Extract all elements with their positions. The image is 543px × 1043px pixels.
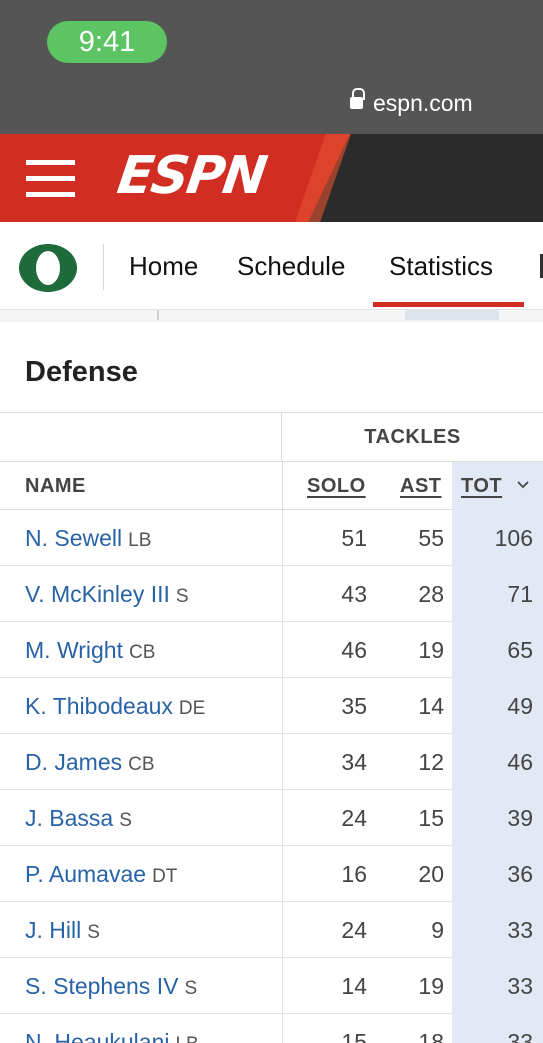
solo-tackles: 51 bbox=[341, 525, 367, 551]
player-position: DE bbox=[178, 698, 206, 719]
chevron-down-icon[interactable] bbox=[516, 478, 530, 492]
player-name-link[interactable]: M. Wright CB bbox=[25, 637, 156, 663]
assisted-tackles: 15 bbox=[418, 805, 444, 831]
player-name-link[interactable]: J. Hill S bbox=[25, 917, 100, 943]
assisted-tackles: 12 bbox=[418, 749, 444, 775]
table-row: N. HeaukulaniLB 15 18 33 bbox=[0, 1014, 543, 1043]
assisted-tackles: 18 bbox=[418, 1029, 444, 1043]
player-position: S bbox=[184, 978, 198, 999]
assisted-tackles: 28 bbox=[418, 581, 444, 607]
total-tackles: 49 bbox=[507, 693, 533, 719]
next-tab-peek bbox=[540, 254, 543, 278]
player-position: S bbox=[175, 586, 189, 607]
column-header-row: NAME SOLO AST TOT bbox=[0, 462, 543, 510]
table-row: P. Aumavae DT 16 20 36 bbox=[0, 846, 543, 902]
player-name-link[interactable]: N. HeaukulaniLB bbox=[25, 1014, 199, 1043]
table-row: V. McKinley III S 43 28 71 bbox=[0, 566, 543, 622]
solo-tackles: 15 bbox=[341, 1029, 367, 1043]
url-text: espn.com bbox=[373, 89, 473, 116]
player-position: CB bbox=[128, 642, 156, 663]
player-position: CB bbox=[128, 754, 155, 775]
tab-home[interactable]: Home bbox=[129, 251, 199, 281]
active-tab-indicator bbox=[373, 302, 524, 307]
player-position: DT bbox=[152, 866, 178, 887]
team-nav: Home Schedule Statistics bbox=[0, 222, 543, 310]
total-tackles: 71 bbox=[507, 581, 533, 607]
player-name-link[interactable]: D. James CB bbox=[25, 749, 155, 775]
player-position: S bbox=[119, 810, 132, 831]
assisted-tackles: 20 bbox=[418, 861, 444, 887]
espn-header: ESPN bbox=[0, 134, 543, 222]
solo-tackles: 24 bbox=[341, 917, 367, 943]
player-position: S bbox=[87, 922, 100, 943]
total-tackles: 33 bbox=[507, 1029, 533, 1043]
lock-icon bbox=[350, 88, 365, 111]
table-row: M. Wright CB 46 19 65 bbox=[0, 622, 543, 678]
total-tackles: 46 bbox=[507, 749, 533, 775]
table-row: K. Thibodeaux DE 35 14 49 bbox=[0, 678, 543, 734]
section-title: Defense bbox=[25, 356, 138, 388]
player-name-link[interactable]: S. Stephens IV S bbox=[25, 973, 198, 999]
solo-tackles: 34 bbox=[341, 749, 367, 775]
group-label-tackles: TACKLES bbox=[364, 426, 461, 448]
table-row: S. Stephens IV S 14 19 33 bbox=[0, 958, 543, 1014]
solo-tackles: 24 bbox=[341, 805, 367, 831]
player-name-link[interactable]: N. Sewell LB bbox=[25, 525, 152, 551]
url-bar[interactable]: espn.com bbox=[350, 88, 473, 118]
nav-divider bbox=[103, 244, 104, 290]
table-row: J. Hill S 24 9 33 bbox=[0, 902, 543, 958]
player-name-link[interactable]: J. Bassa S bbox=[25, 805, 132, 831]
total-tackles: 36 bbox=[507, 861, 533, 887]
player-position: LB bbox=[128, 530, 152, 551]
assisted-tackles: 55 bbox=[418, 525, 444, 551]
tab-schedule[interactable]: Schedule bbox=[237, 251, 346, 281]
total-tackles: 106 bbox=[494, 525, 533, 551]
player-name-link[interactable]: V. McKinley III S bbox=[25, 581, 189, 607]
status-time: 9:41 bbox=[47, 21, 167, 63]
total-tackles: 33 bbox=[507, 973, 533, 999]
menu-icon[interactable] bbox=[26, 160, 75, 198]
solo-tackles: 14 bbox=[341, 973, 367, 999]
total-tackles: 39 bbox=[507, 805, 533, 831]
assisted-tackles: 9 bbox=[431, 917, 444, 943]
group-header-row: TACKLES bbox=[0, 412, 543, 462]
table-row: J. Bassa S 24 15 39 bbox=[0, 790, 543, 846]
table-row: N. Sewell LB 51 55 106 bbox=[0, 510, 543, 566]
player-position: LB bbox=[175, 1034, 198, 1043]
table-body: N. Sewell LB 51 55 106 V. McKinley III S 4… bbox=[0, 510, 543, 1043]
column-header-ast[interactable]: AST bbox=[400, 475, 442, 497]
espn-logo[interactable]: ESPN bbox=[113, 146, 269, 206]
assisted-tackles: 14 bbox=[418, 693, 444, 719]
assisted-tackles: 19 bbox=[418, 973, 444, 999]
total-tackles: 33 bbox=[507, 917, 533, 943]
table-row: D. James CB 34 12 46 bbox=[0, 734, 543, 790]
total-tackles: 65 bbox=[507, 637, 533, 663]
browser-status-bar: 9:41 espn.com bbox=[0, 0, 543, 134]
solo-tackles: 46 bbox=[341, 637, 367, 663]
tab-statistics[interactable]: Statistics bbox=[389, 251, 494, 281]
column-header-tot[interactable]: TOT bbox=[461, 475, 503, 497]
oregon-o-logo-icon[interactable] bbox=[17, 242, 79, 294]
solo-tackles: 16 bbox=[341, 861, 367, 887]
solo-tackles: 35 bbox=[341, 693, 367, 719]
solo-tackles: 43 bbox=[341, 581, 367, 607]
column-header-solo[interactable]: SOLO bbox=[307, 475, 366, 497]
subnav-strip bbox=[0, 310, 543, 322]
column-header-name: NAME bbox=[25, 475, 86, 497]
assisted-tackles: 19 bbox=[418, 637, 444, 663]
player-name-link[interactable]: P. Aumavae DT bbox=[25, 861, 178, 887]
player-name-link[interactable]: K. Thibodeaux DE bbox=[25, 693, 206, 719]
